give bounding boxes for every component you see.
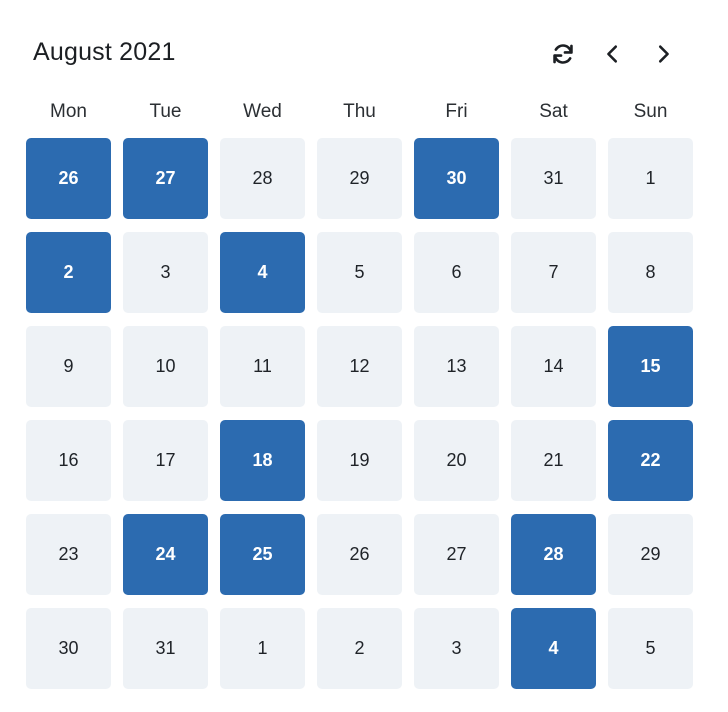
day-cell[interactable]: 19	[317, 420, 402, 501]
day-cell[interactable]: 13	[414, 326, 499, 407]
day-cell[interactable]: 28	[220, 138, 305, 219]
day-grid: 26 27 28 29 30 31 1 2 3 4 5 6 7 8 9 10 11 12 13 14 15 16 17 18 1…	[26, 138, 693, 689]
day-cell-selected[interactable]: 15	[608, 326, 693, 407]
day-cell-selected[interactable]: 4	[511, 608, 596, 689]
weekday-label: Thu	[343, 101, 376, 122]
day-cell-selected[interactable]: 24	[123, 514, 208, 595]
weekday-header-row: Mon Tue Wed Thu Fri Sat Sun	[26, 100, 693, 124]
day-cell[interactable]: 9	[26, 326, 111, 407]
day-cell[interactable]: 16	[26, 420, 111, 501]
day-cell[interactable]: 2	[317, 608, 402, 689]
day-cell[interactable]: 23	[26, 514, 111, 595]
prev-month-button[interactable]	[597, 38, 629, 70]
day-cell[interactable]: 12	[317, 326, 402, 407]
day-cell-selected[interactable]: 28	[511, 514, 596, 595]
day-cell[interactable]: 11	[220, 326, 305, 407]
day-cell[interactable]: 29	[317, 138, 402, 219]
day-cell[interactable]: 3	[414, 608, 499, 689]
chevron-left-icon	[607, 45, 618, 63]
day-cell[interactable]: 26	[317, 514, 402, 595]
month-title: August 2021	[33, 38, 176, 66]
weekday-label: Wed	[243, 101, 282, 122]
day-cell[interactable]: 6	[414, 232, 499, 313]
day-cell[interactable]: 29	[608, 514, 693, 595]
refresh-icon	[553, 44, 573, 64]
day-cell-selected[interactable]: 30	[414, 138, 499, 219]
day-cell-selected[interactable]: 27	[123, 138, 208, 219]
calendar-header: August 2021	[33, 36, 683, 72]
day-cell[interactable]: 1	[220, 608, 305, 689]
day-cell[interactable]: 8	[608, 232, 693, 313]
day-cell-selected[interactable]: 4	[220, 232, 305, 313]
weekday-label: Mon	[50, 101, 87, 122]
next-month-button[interactable]	[647, 38, 679, 70]
day-cell[interactable]: 31	[511, 138, 596, 219]
day-cell-selected[interactable]: 2	[26, 232, 111, 313]
day-cell[interactable]: 5	[317, 232, 402, 313]
day-cell[interactable]: 3	[123, 232, 208, 313]
day-cell[interactable]: 10	[123, 326, 208, 407]
day-cell[interactable]: 17	[123, 420, 208, 501]
refresh-button[interactable]	[547, 38, 579, 70]
weekday-label: Tue	[149, 101, 182, 122]
weekday-label: Fri	[445, 101, 468, 122]
day-cell[interactable]: 31	[123, 608, 208, 689]
day-cell-selected[interactable]: 18	[220, 420, 305, 501]
day-cell[interactable]: 20	[414, 420, 499, 501]
day-cell-selected[interactable]: 26	[26, 138, 111, 219]
day-cell[interactable]: 14	[511, 326, 596, 407]
day-cell[interactable]: 1	[608, 138, 693, 219]
day-cell[interactable]: 7	[511, 232, 596, 313]
day-cell-selected[interactable]: 25	[220, 514, 305, 595]
day-cell[interactable]: 30	[26, 608, 111, 689]
day-cell[interactable]: 5	[608, 608, 693, 689]
day-cell-selected[interactable]: 22	[608, 420, 693, 501]
day-cell[interactable]: 27	[414, 514, 499, 595]
weekday-label: Sun	[633, 101, 668, 122]
weekday-label: Sat	[539, 101, 568, 122]
chevron-right-icon	[658, 45, 669, 63]
day-cell[interactable]: 21	[511, 420, 596, 501]
